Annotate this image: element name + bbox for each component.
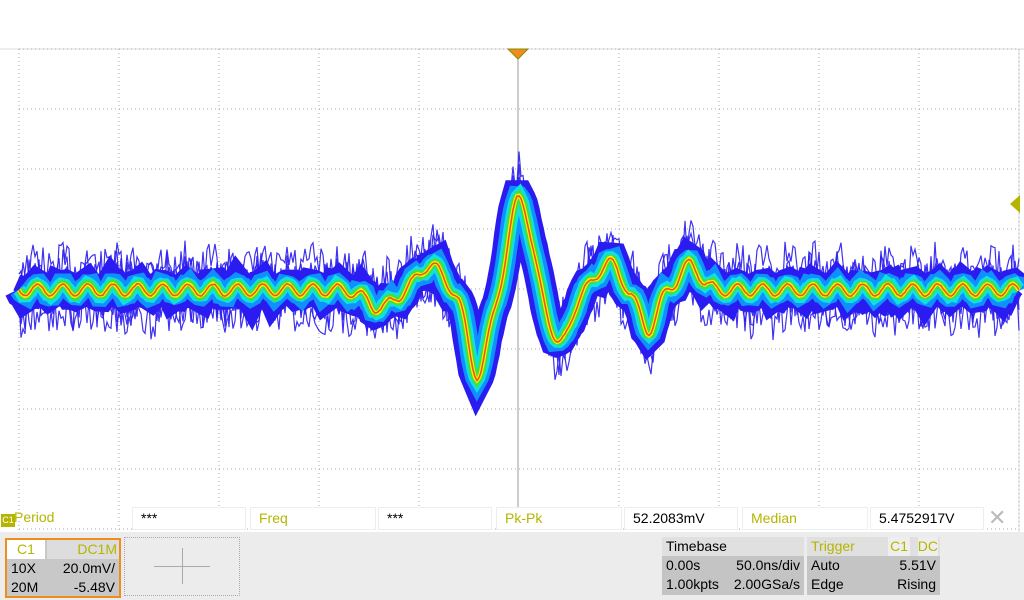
trigger-level: 5.51V	[899, 557, 936, 573]
close-measurements-icon[interactable]: ✕	[988, 505, 1007, 530]
probe-attenuation: 10X	[11, 560, 36, 576]
bandwidth-limit: 20M	[11, 579, 39, 595]
channel-badge: C1	[1, 514, 15, 527]
waveform-display[interactable]	[0, 0, 1024, 532]
trigger-coupling: DC	[917, 537, 938, 556]
measure-label-median[interactable]: Median	[751, 510, 797, 526]
add-channel-button[interactable]	[124, 537, 240, 596]
trigger-level-marker[interactable]	[1010, 195, 1020, 213]
trace-band-red	[18, 195, 1020, 382]
memory-depth: 1.00kpts	[666, 576, 719, 592]
trigger-title: Trigger	[811, 538, 855, 554]
vertical-offset: -5.48V	[73, 579, 115, 595]
channel-1-panel[interactable]: C1 DC1M 10X 20.0mV/ 20M -5.48V	[5, 538, 121, 598]
channel-coupling: DC1M	[47, 540, 119, 559]
timebase-delay: 0.00s	[666, 557, 701, 573]
channel-name: C1	[7, 540, 45, 559]
measure-label-pkpk[interactable]: Pk-Pk	[505, 510, 543, 526]
measure-value-median: 5.4752917V	[879, 510, 955, 526]
measure-value-freq: ***	[387, 510, 404, 526]
measure-label-period[interactable]: Period	[14, 509, 55, 525]
waveform-trace	[5, 151, 1024, 417]
trigger-panel[interactable]: Trigger C1 DC Auto 5.51V Edge Rising	[807, 537, 940, 595]
trigger-slope: Rising	[897, 576, 936, 592]
measurement-bar: Period *** Freq *** Pk-Pk 52.2083mV Medi…	[0, 505, 1020, 530]
measure-value-pkpk: 52.2083mV	[633, 510, 705, 526]
vertical-scale: 20.0mV/	[62, 560, 115, 576]
measure-value-period: ***	[141, 510, 158, 526]
timebase-title: Timebase	[666, 538, 727, 554]
trigger-mode: Auto	[811, 557, 840, 573]
trigger-source: C1	[888, 537, 910, 556]
trigger-type: Edge	[811, 576, 844, 592]
trigger-position-marker[interactable]	[506, 48, 530, 60]
timebase-panel[interactable]: Timebase 0.00s 50.0ns/div 1.00kpts 2.00GSa…	[662, 537, 804, 595]
timebase-scale: 50.0ns/div	[736, 557, 800, 573]
measure-label-freq[interactable]: Freq	[259, 510, 288, 526]
sample-rate: 2.00GSa/s	[733, 576, 800, 592]
